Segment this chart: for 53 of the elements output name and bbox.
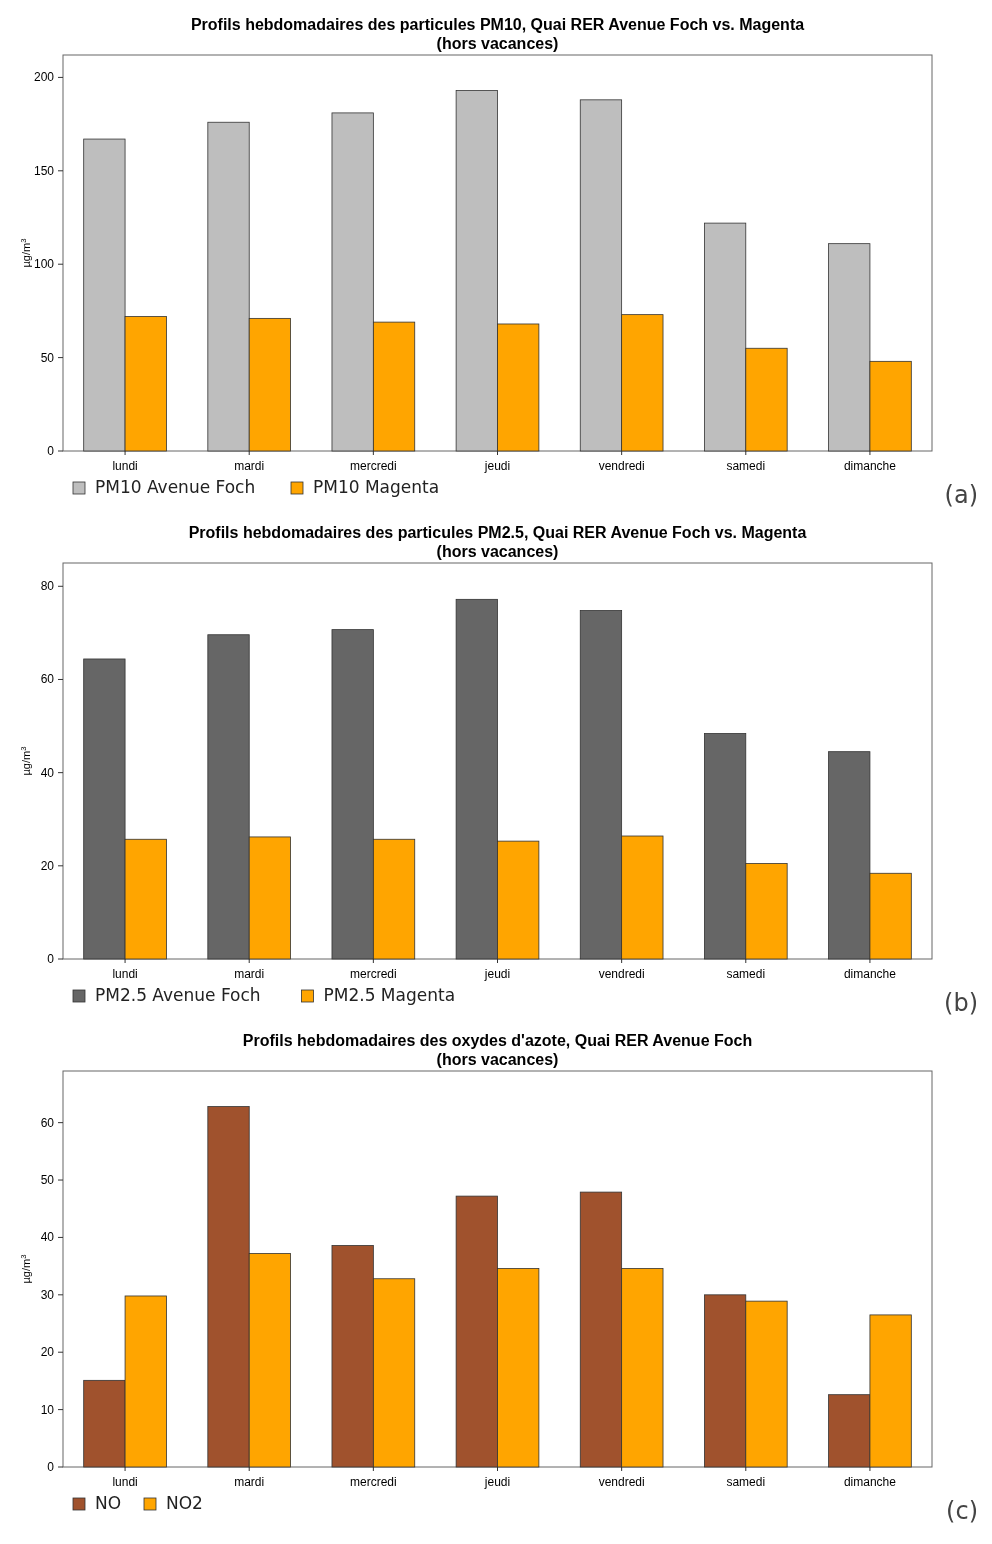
x-tick-label: samedi: [726, 1475, 766, 1489]
text: (c): [946, 1497, 978, 1525]
text: (b): [944, 989, 978, 1017]
y-tick-label: 150: [33, 163, 55, 178]
chart-title: Profils hebdomadaires des particules PM2.5, Quai RER Avenue Foch vs. Magenta: [188, 524, 807, 541]
y-tick-label: 100: [33, 257, 55, 272]
y-tick-label: 10: [40, 1402, 55, 1417]
chart-subtitle: (hors vacances): [436, 1051, 559, 1068]
x-tick-label: vendredi: [598, 1475, 645, 1489]
legend-label: PM2.5 Avenue Foch: [95, 985, 261, 1005]
y-tick-label: 50: [40, 350, 55, 365]
x-tick-label: mercredi: [350, 1475, 397, 1489]
y-tick-label: 60: [40, 1115, 55, 1130]
x-tick-label: vendredi: [598, 459, 645, 473]
y-tick-label: 0: [47, 952, 55, 966]
y-tick-label: 60: [40, 672, 55, 687]
y-tick-label: 20: [40, 1345, 55, 1360]
text: (a): [944, 481, 978, 509]
x-tick-label: vendredi: [598, 967, 645, 981]
y-tick-label: 80: [40, 579, 55, 594]
x-tick-label: jeudi: [483, 459, 511, 473]
x-tick-label: dimanche: [843, 1475, 897, 1489]
chart-subtitle: (hors vacances): [436, 35, 559, 52]
y-tick-label: 30: [40, 1287, 55, 1302]
chart-subtitle: (hors vacances): [436, 543, 559, 560]
x-tick-label: dimanche: [843, 459, 897, 473]
y-tick-label: 200: [33, 70, 55, 85]
x-tick-label: samedi: [726, 459, 766, 473]
x-tick-label: mardi: [234, 967, 265, 981]
y-tick-label: 0: [47, 1460, 55, 1474]
x-tick-label: mardi: [234, 459, 265, 473]
y-tick-label: 40: [40, 765, 55, 780]
y-tick-label: 40: [40, 1230, 55, 1245]
x-tick-label: mercredi: [350, 967, 397, 981]
x-tick-label: jeudi: [483, 967, 511, 981]
x-tick-label: lundi: [112, 967, 138, 981]
x-tick-label: samedi: [726, 967, 766, 981]
legend-label: NO2: [166, 1493, 203, 1513]
y-tick-label: 50: [40, 1173, 55, 1188]
legend-label: NO: [95, 1493, 122, 1513]
legend-label: PM10 Avenue Foch: [95, 477, 256, 497]
legend-label: PM2.5 Magenta: [323, 985, 456, 1005]
x-tick-label: lundi: [112, 1475, 138, 1489]
chart-title: Profils hebdomadaires des particules PM10, Quai RER Avenue Foch vs. Magenta: [190, 16, 805, 33]
x-tick-label: dimanche: [843, 967, 897, 981]
x-tick-label: jeudi: [483, 1475, 511, 1489]
y-tick-label: 20: [40, 858, 55, 873]
x-tick-label: mardi: [234, 1475, 265, 1489]
x-tick-label: mercredi: [350, 459, 397, 473]
x-tick-label: lundi: [112, 459, 138, 473]
legend-label: PM10 Magenta: [313, 477, 440, 497]
y-tick-label: 0: [47, 444, 55, 458]
chart-title: Profils hebdomadaires des oxydes d'azote, Quai RER Avenue Foch: [242, 1032, 753, 1049]
